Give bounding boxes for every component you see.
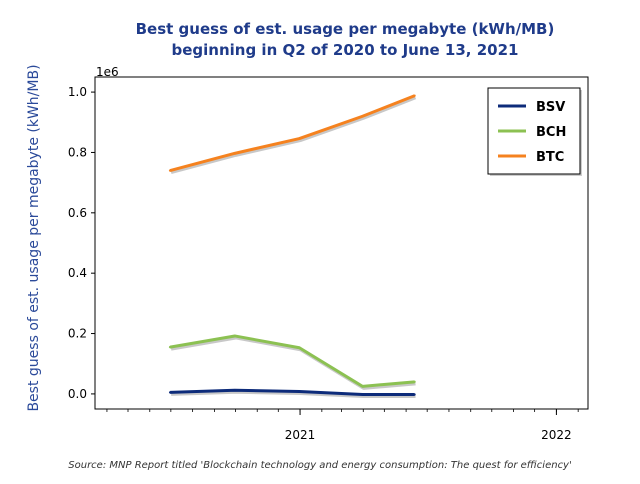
y-axis-label: Best guess of est. usage per megabyte (k…	[26, 64, 42, 411]
data-point-btc-2	[298, 137, 301, 140]
y-offset-label: 1e6	[96, 65, 119, 79]
chart-title-line-2: beginning in Q2 of 2020 to June 13, 2021	[172, 41, 519, 59]
data-point-bsv-3	[361, 393, 364, 396]
y-tick-label-2: 0.4	[68, 266, 87, 280]
plot-area: 0.0 0.2 0.4 0.6 0.8 1.0 2021 2022 BSV BCH BTC	[68, 76, 589, 442]
data-point-bsv-4	[413, 393, 416, 396]
data-point-btc-3	[361, 115, 364, 118]
y-tick-label-0: 0.0	[68, 387, 87, 401]
y-tick-label-3: 0.6	[68, 206, 87, 220]
data-point-bch-3	[361, 385, 364, 388]
x-tick-label-1: 2022	[541, 428, 572, 442]
legend-label-bch: BCH	[536, 125, 566, 140]
data-point-bsv-0	[168, 391, 172, 394]
legend-label-bsv: BSV	[536, 100, 565, 115]
data-point-bch-0	[168, 345, 172, 349]
data-point-bch-2	[298, 346, 301, 349]
y-tick-label-4: 0.8	[68, 145, 87, 159]
data-point-bsv-1	[233, 389, 236, 392]
data-point-bch-4	[413, 380, 416, 384]
series-shadow-bsv	[171, 390, 416, 399]
data-point-btc-0	[168, 169, 172, 172]
y-tick-label-5: 1.0	[68, 85, 87, 99]
x-tick-label-0: 2021	[285, 428, 316, 442]
data-point-bsv-2	[298, 390, 301, 393]
series-shadow-btc	[170, 96, 417, 175]
chart-title-line-1: Best guess of est. usage per megabyte (k…	[136, 20, 555, 38]
source-note: Source: MNP Report titled 'Blockchain te…	[68, 460, 571, 471]
data-point-bch-1	[233, 334, 236, 338]
data-point-btc-1	[233, 152, 236, 155]
series-line-btc	[169, 94, 416, 173]
y-tick-label-1: 0.2	[68, 327, 87, 341]
legend-label-btc: BTC	[536, 150, 564, 165]
data-point-btc-4	[413, 94, 416, 97]
